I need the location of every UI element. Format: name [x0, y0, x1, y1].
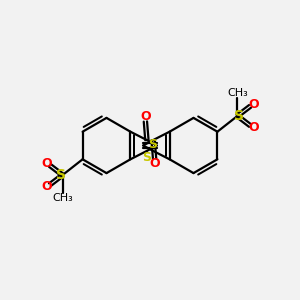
Text: O: O: [248, 121, 259, 134]
Text: O: O: [41, 180, 52, 193]
Text: O: O: [149, 157, 160, 170]
Text: O: O: [41, 158, 52, 170]
Text: S: S: [56, 168, 66, 182]
Text: CH₃: CH₃: [52, 194, 73, 203]
Text: O: O: [248, 98, 259, 111]
Text: S: S: [148, 138, 158, 151]
Text: CH₃: CH₃: [227, 88, 248, 98]
Text: O: O: [140, 110, 151, 124]
Text: S: S: [234, 109, 244, 123]
Text: S: S: [142, 151, 152, 164]
